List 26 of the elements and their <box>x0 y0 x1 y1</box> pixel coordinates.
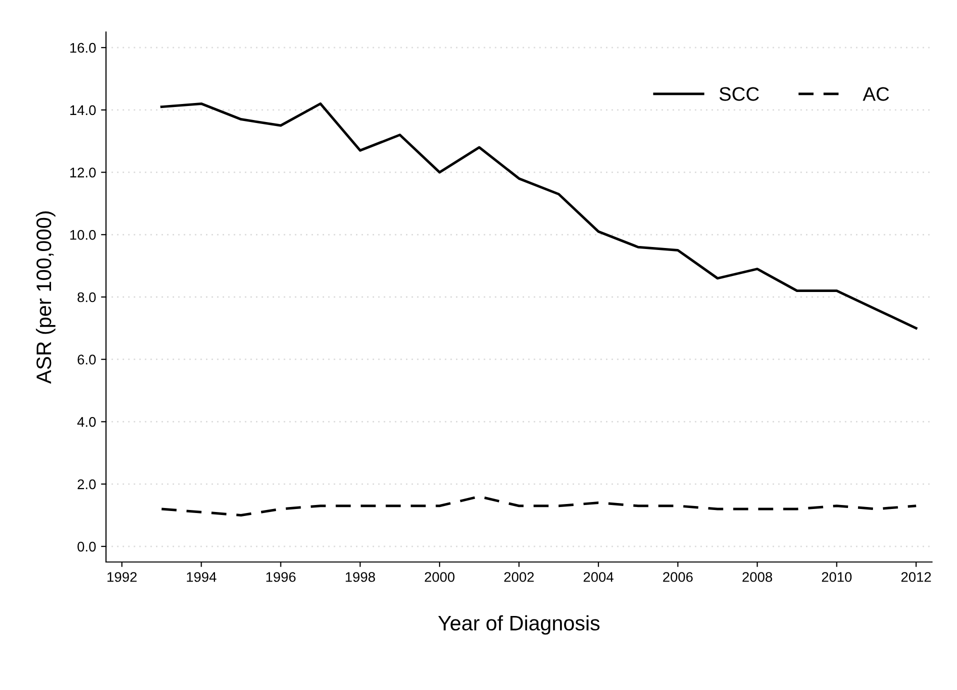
x-tick-label: 1996 <box>266 572 296 582</box>
y-tick-label: 0.0 <box>78 542 96 552</box>
legend-label: AC <box>862 87 889 101</box>
x-tick-label: 1998 <box>346 572 375 582</box>
x-tick-label: 2010 <box>822 572 852 582</box>
y-tick-label: 12.0 <box>70 168 96 178</box>
x-axis-title: Year of Diagnosis <box>438 615 600 635</box>
x-tick-label: 2012 <box>901 572 931 582</box>
line-series <box>160 102 918 330</box>
y-tick-label: 16.0 <box>70 42 96 53</box>
x-tick-label: 2008 <box>742 572 772 582</box>
y-tick-label: 4.0 <box>77 417 96 427</box>
y-tick-label: 14.0 <box>70 105 96 116</box>
line-series <box>160 495 918 516</box>
y-tick-label: 6.0 <box>78 354 96 365</box>
y-tick-label: 8.0 <box>78 292 96 302</box>
x-tick-label: 1994 <box>186 572 216 582</box>
x-tick-label: 2000 <box>424 572 454 582</box>
y-axis-title: ASR (per 100,000) <box>36 211 56 384</box>
x-tick-label: 2002 <box>504 572 534 582</box>
y-tick-label: 2.0 <box>78 479 96 490</box>
y-tick-label: 10.0 <box>70 230 96 240</box>
x-tick-label: 1992 <box>107 572 137 582</box>
legend-label: SCC <box>719 87 759 101</box>
x-tick-label: 2006 <box>663 572 693 582</box>
x-tick-label: 2004 <box>584 572 614 582</box>
